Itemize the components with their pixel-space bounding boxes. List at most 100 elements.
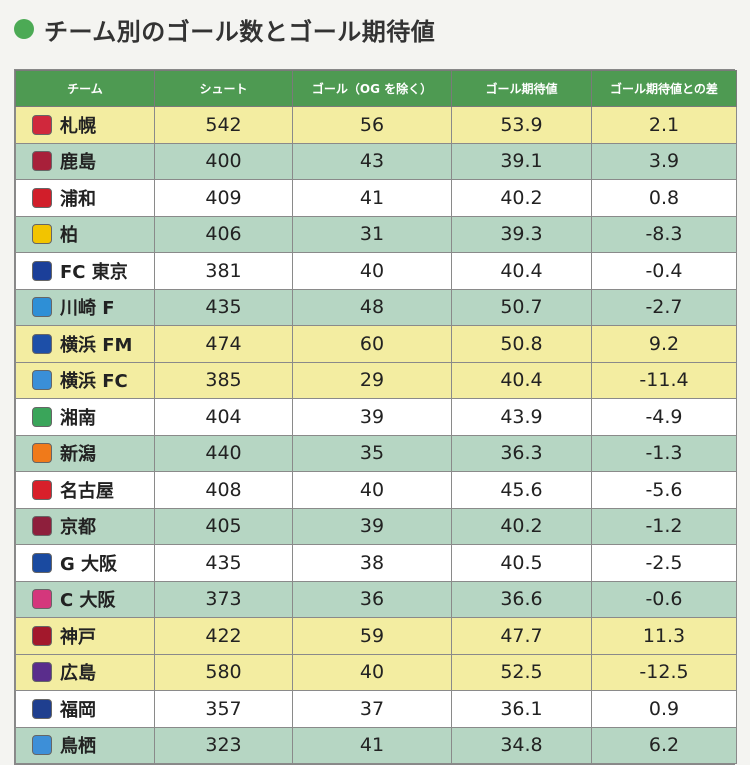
shots-cell: 405 (154, 507, 293, 545)
team-cell: 新潟 (15, 434, 155, 472)
table-row: 新潟 440 35 36.3 -1.3 (15, 434, 737, 472)
xg-cell: 43.9 (451, 398, 592, 436)
goals-cell: 40 (292, 653, 452, 691)
team-name: 名古屋 (60, 480, 114, 502)
shots-cell: 381 (154, 252, 293, 290)
shots-cell: 373 (154, 580, 293, 618)
goals-cell: 39 (292, 507, 452, 545)
goals-cell: 37 (292, 690, 452, 728)
header-xg: ゴール期待値 (451, 70, 592, 107)
goals-cell: 36 (292, 580, 452, 618)
shots-cell: 409 (154, 179, 293, 217)
goals-cell: 48 (292, 288, 452, 326)
xg-cell: 36.1 (451, 690, 592, 728)
team-cell: 鳥栖 (15, 726, 155, 764)
shots-cell: 435 (154, 288, 293, 326)
table-row: 湘南 404 39 43.9 -4.9 (15, 398, 737, 436)
shots-cell: 408 (154, 471, 293, 509)
consadole-crest-icon (32, 114, 52, 135)
shots-cell: 542 (154, 106, 293, 144)
diff-cell: -5.6 (591, 471, 737, 509)
goals-cell: 41 (292, 179, 452, 217)
table-row: 名古屋 408 40 45.6 -5.6 (15, 471, 737, 509)
team-cell: C 大阪 (15, 580, 155, 618)
yokohama-fc-crest-icon (32, 370, 52, 391)
xg-cell: 45.6 (451, 471, 592, 509)
team-name: C 大阪 (60, 590, 116, 612)
table-row: 川崎 F 435 48 50.7 -2.7 (15, 288, 737, 326)
title-bullet-icon (14, 19, 34, 39)
sagan-crest-icon (32, 735, 52, 756)
table-row: 横浜 FM 474 60 50.8 9.2 (15, 325, 737, 363)
xg-cell: 36.3 (451, 434, 592, 472)
stats-table: チーム シュート ゴール（OG を除く） ゴール期待値 ゴール期待値との差 札幌… (15, 70, 737, 764)
xg-cell: 52.5 (451, 653, 592, 691)
team-name: 札幌 (60, 115, 96, 137)
xg-cell: 40.5 (451, 544, 592, 582)
table-row: FC 東京 381 40 40.4 -0.4 (15, 252, 737, 290)
diff-cell: -0.6 (591, 580, 737, 618)
team-cell: 広島 (15, 653, 155, 691)
shots-cell: 406 (154, 215, 293, 253)
team-name: 福岡 (60, 699, 96, 721)
table-body: 札幌 542 56 53.9 2.1 鹿島 400 43 39.1 3.9 浦和 409 41 40.2 0… (15, 106, 737, 764)
reysol-crest-icon (32, 224, 52, 245)
team-cell: FC 東京 (15, 252, 155, 290)
team-name: G 大阪 (60, 553, 118, 575)
goals-cell: 39 (292, 398, 452, 436)
gamba-crest-icon (32, 552, 52, 573)
shots-cell: 474 (154, 325, 293, 363)
cerezo-crest-icon (32, 589, 52, 610)
diff-cell: -8.3 (591, 215, 737, 253)
sanga-crest-icon (32, 516, 52, 537)
table-row: 京都 405 39 40.2 -1.2 (15, 507, 737, 545)
diff-cell: 6.2 (591, 726, 737, 764)
antlers-crest-icon (32, 151, 52, 172)
team-cell: 福岡 (15, 690, 155, 728)
team-cell: 柏 (15, 215, 155, 253)
shots-cell: 422 (154, 617, 293, 655)
header-team: チーム (15, 70, 155, 107)
grampus-crest-icon (32, 479, 52, 500)
table-header-row: チーム シュート ゴール（OG を除く） ゴール期待値 ゴール期待値との差 (15, 70, 737, 107)
team-cell: 横浜 FC (15, 361, 155, 399)
xg-cell: 39.3 (451, 215, 592, 253)
team-cell: 名古屋 (15, 471, 155, 509)
team-cell: 浦和 (15, 179, 155, 217)
goals-cell: 31 (292, 215, 452, 253)
diff-cell: 0.9 (591, 690, 737, 728)
team-name: 新潟 (60, 444, 96, 466)
header-goals: ゴール（OG を除く） (292, 70, 452, 107)
xg-cell: 40.2 (451, 179, 592, 217)
goals-cell: 41 (292, 726, 452, 764)
team-name: 柏 (60, 225, 78, 247)
xg-cell: 53.9 (451, 106, 592, 144)
team-name: FC 東京 (60, 261, 128, 283)
team-name: 鹿島 (60, 152, 96, 174)
table-row: C 大阪 373 36 36.6 -0.6 (15, 580, 737, 618)
goals-cell: 35 (292, 434, 452, 472)
table-row: 広島 580 40 52.5 -12.5 (15, 653, 737, 691)
bellmare-crest-icon (32, 406, 52, 427)
table-row: 札幌 542 56 53.9 2.1 (15, 106, 737, 144)
team-name: 川崎 F (60, 298, 115, 320)
diff-cell: -12.5 (591, 653, 737, 691)
reds-crest-icon (32, 187, 52, 208)
goals-cell: 29 (292, 361, 452, 399)
table-row: 横浜 FC 385 29 40.4 -11.4 (15, 361, 737, 399)
team-cell: 湘南 (15, 398, 155, 436)
xg-cell: 47.7 (451, 617, 592, 655)
team-name: 横浜 FC (60, 371, 128, 393)
table-row: G 大阪 435 38 40.5 -2.5 (15, 544, 737, 582)
goals-cell: 43 (292, 142, 452, 180)
team-name: 鳥栖 (60, 736, 96, 758)
goals-cell: 56 (292, 106, 452, 144)
albirex-crest-icon (32, 443, 52, 464)
vissel-crest-icon (32, 625, 52, 646)
team-name: 湘南 (60, 407, 96, 429)
shots-cell: 404 (154, 398, 293, 436)
diff-cell: -0.4 (591, 252, 737, 290)
shots-cell: 385 (154, 361, 293, 399)
frontale-crest-icon (32, 297, 52, 318)
diff-cell: 11.3 (591, 617, 737, 655)
